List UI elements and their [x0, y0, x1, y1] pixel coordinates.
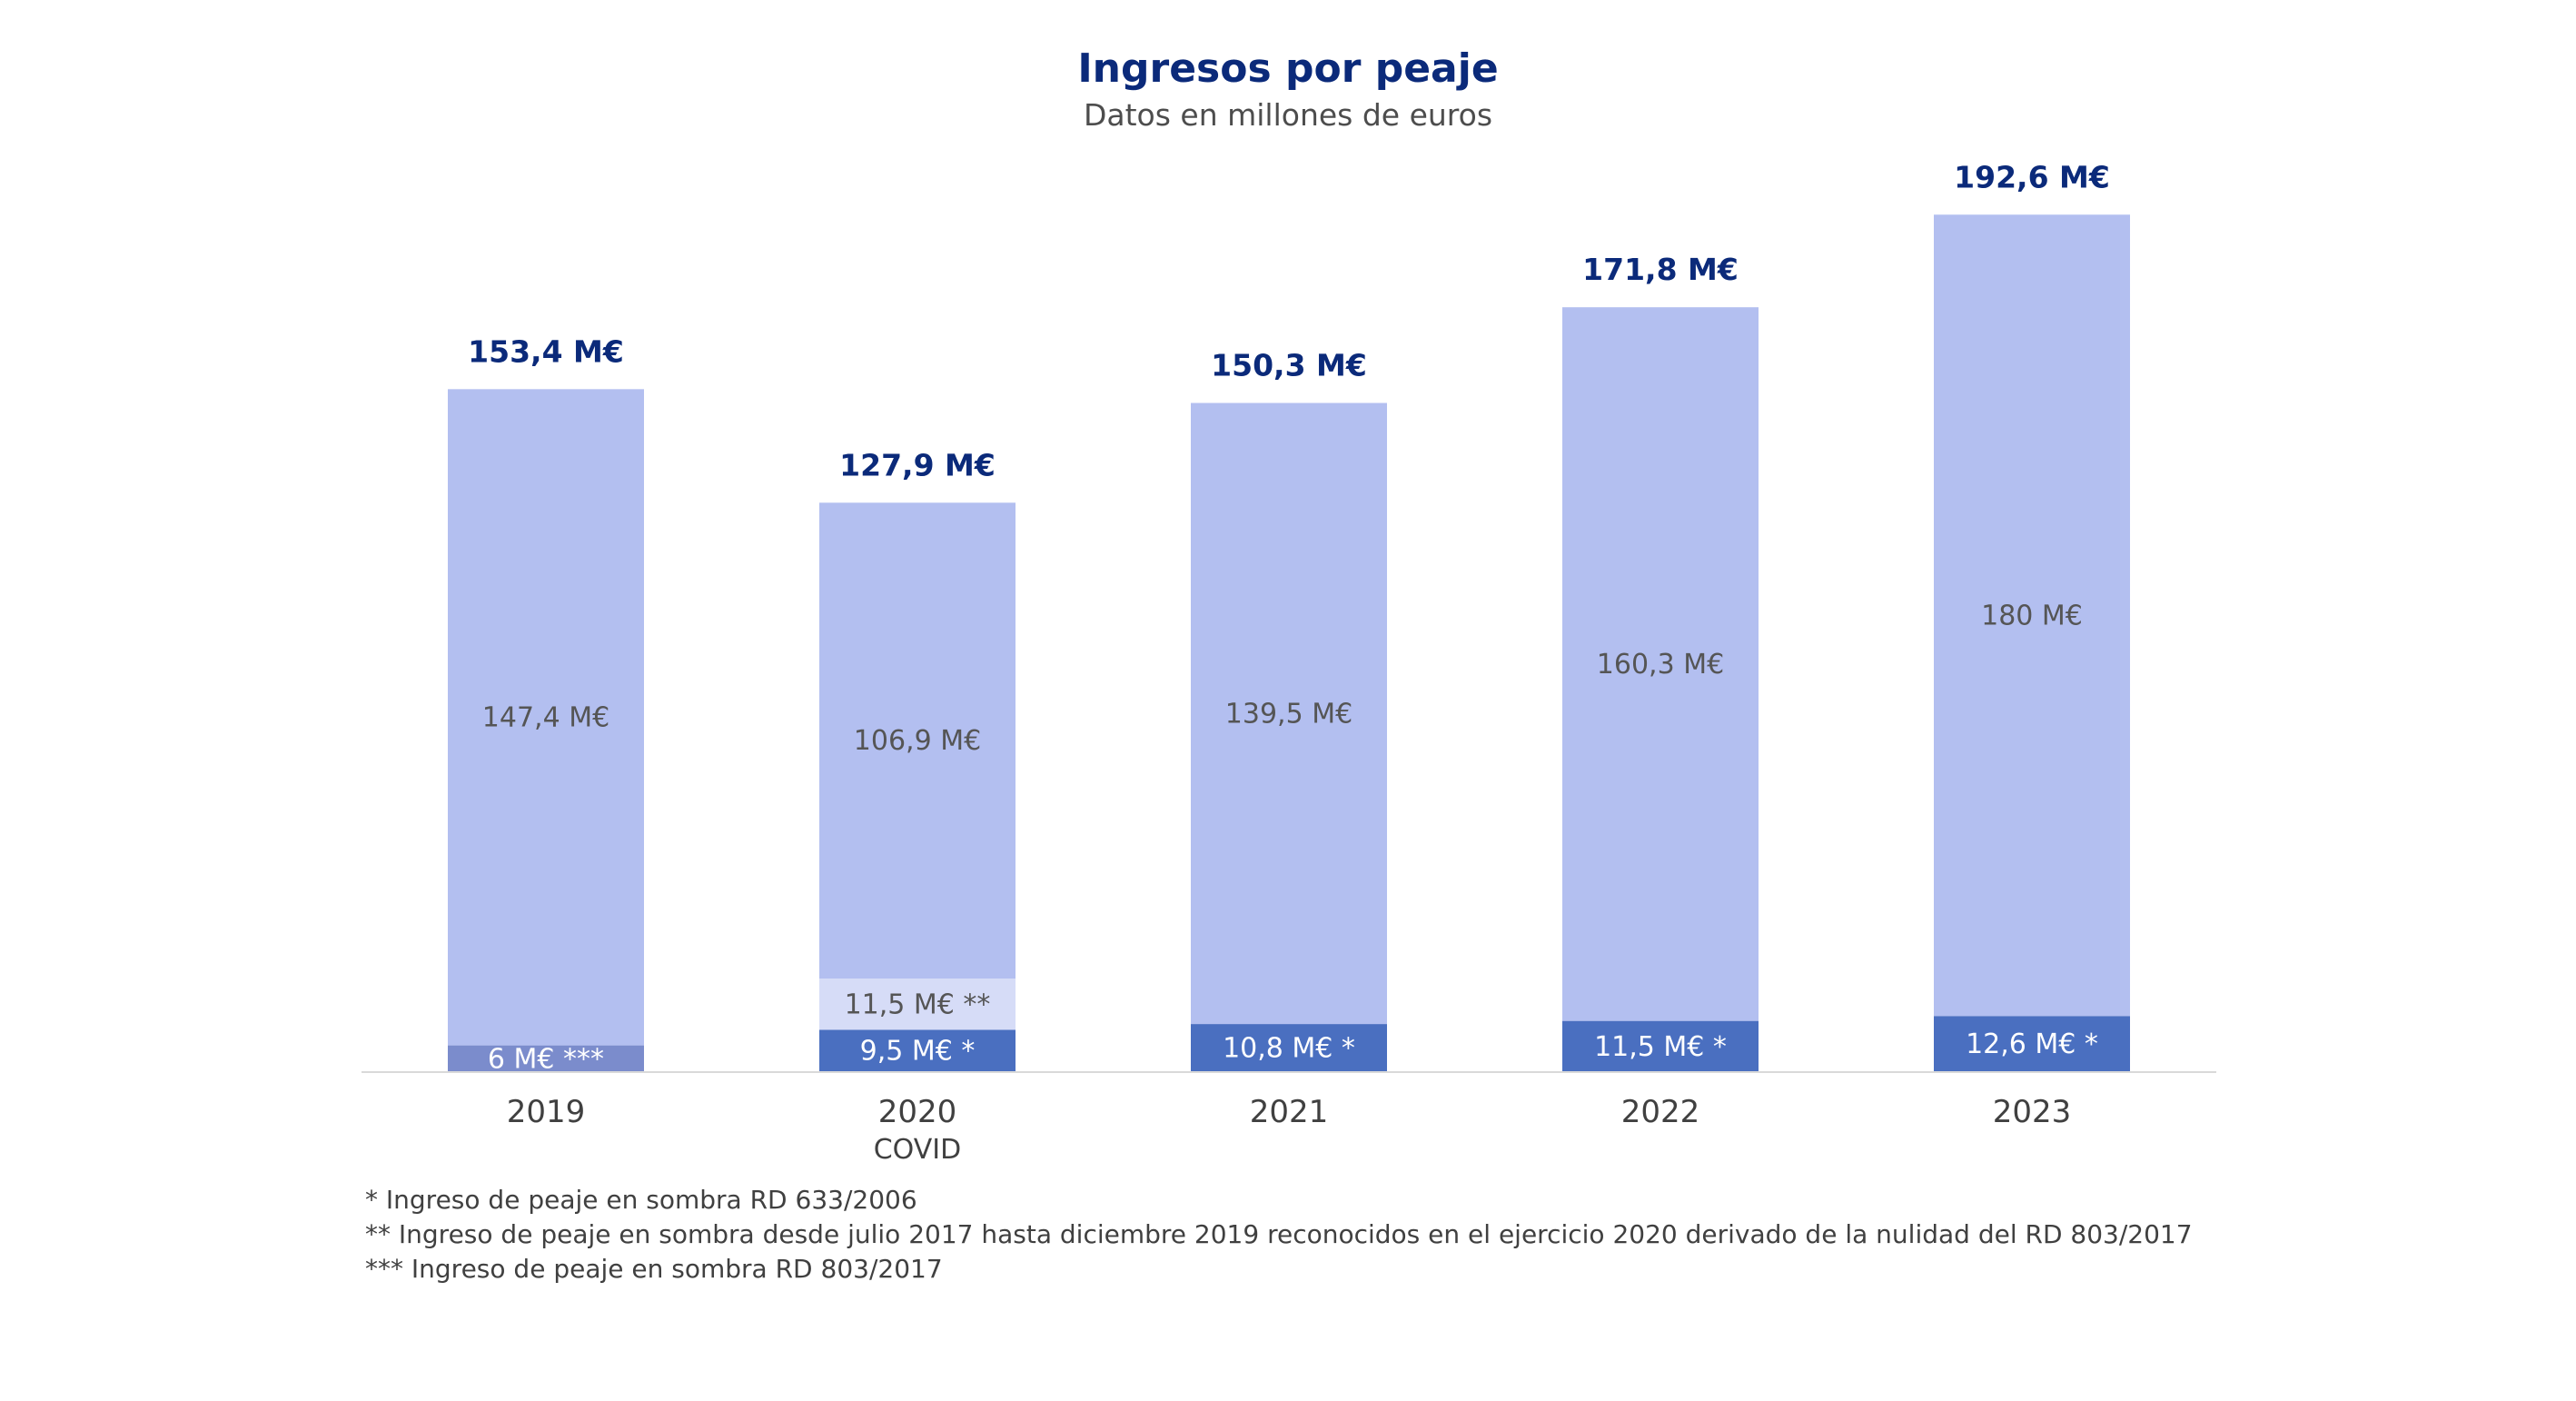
bar-segment-2020-2: [819, 502, 1016, 979]
x-tick-label-2019: 2019: [507, 1094, 586, 1130]
total-label-2023: 192,6 M€: [1954, 159, 2110, 194]
segment-label-2020-1: 11,5 M€ **: [845, 989, 991, 1020]
segment-label-2019-1: 147,4 M€: [482, 701, 609, 733]
x-tick-label-2020: 2020: [878, 1094, 957, 1130]
x-tick-label-2023: 2023: [1993, 1094, 2072, 1130]
segment-label-2022-0: 11,5 M€ *: [1594, 1031, 1727, 1063]
bar-segment-2019-1: [448, 389, 644, 1046]
x-tick-label-2022: 2022: [1621, 1094, 1700, 1130]
chart-subtitle: Datos en millones de euros: [1084, 97, 1492, 133]
bar-segment-2020-1: [819, 979, 1016, 1030]
bar-segment-2022-1: [1562, 307, 1759, 1021]
bar-segment-2020-0: [819, 1029, 1016, 1072]
x-tick-label-2021: 2021: [1250, 1094, 1329, 1130]
total-label-2022: 171,8 M€: [1582, 252, 1739, 287]
footnotes: * Ingreso de peaje en sombra RD 633/2006…: [365, 1185, 2193, 1284]
bar-segment-2021-1: [1191, 402, 1387, 1025]
footnote-1: * Ingreso de peaje en sombra RD 633/2006: [365, 1185, 917, 1215]
x-tick-layer: 2019 2020 COVID 2021 2022 2023: [507, 1094, 2072, 1166]
bar-segment-2021-0: [1191, 1024, 1387, 1072]
segment-label-2019-0: 6 M€ ***: [488, 1043, 604, 1075]
total-label-2021: 150,3 M€: [1211, 348, 1367, 383]
x-tick-sublabel-2020: COVID: [874, 1134, 962, 1166]
segment-label-2021-0: 10,8 M€ *: [1223, 1033, 1355, 1065]
segment-label-2023-0: 12,6 M€ *: [1966, 1028, 2098, 1060]
total-label-2019: 153,4 M€: [468, 333, 624, 369]
segment-label-2020-2: 106,9 M€: [854, 725, 981, 757]
bar-segment-2023-1: [1934, 214, 2130, 1017]
bar-segment-2019-0: [448, 1045, 644, 1072]
total-label-2020: 127,9 M€: [839, 447, 996, 482]
footnote-2: ** Ingreso de peaje en sombra desde juli…: [365, 1219, 2193, 1249]
chart-title: Ingresos por peaje: [1077, 45, 1498, 92]
bar-segment-2022-0: [1562, 1020, 1759, 1072]
segment-label-2023-1: 180 M€: [1981, 600, 2083, 631]
footnote-3: *** Ingreso de peaje en sombra RD 803/20…: [365, 1254, 943, 1284]
segment-label-2022-1: 160,3 M€: [1597, 649, 1724, 681]
segment-label-2021-1: 139,5 M€: [1225, 698, 1352, 730]
segment-label-2020-0: 9,5 M€ *: [860, 1036, 976, 1068]
bars-layer: 6 M€ *** 147,4 M€ 153,4 M€ 9,5 M€ * 11,5 M€ …: [448, 159, 2130, 1075]
bar-segment-2023-0: [1934, 1016, 2130, 1072]
